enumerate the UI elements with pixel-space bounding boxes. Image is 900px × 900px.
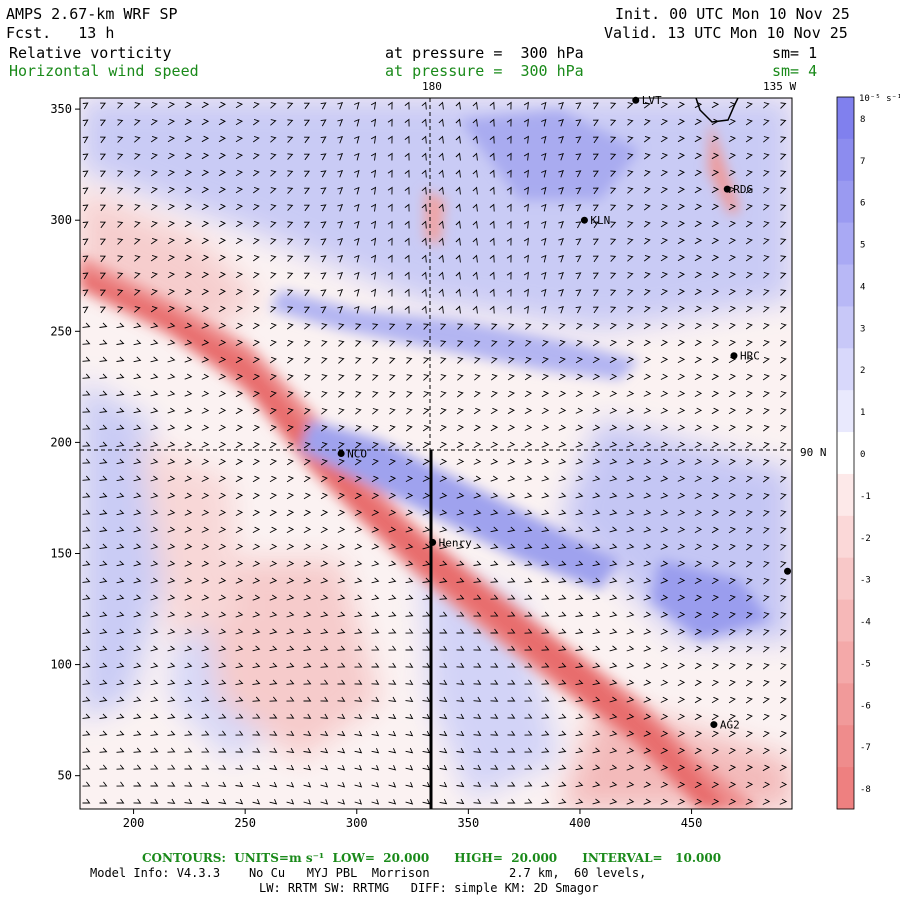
y-axis-ticks: 50 100 150 200 250 300 350: [50, 102, 80, 783]
station-dot: [429, 539, 436, 546]
y-tick-label: 250: [50, 324, 72, 338]
colorbar-swatch: [837, 558, 854, 600]
colorbar-unit: 10⁻⁵ s⁻¹: [859, 91, 900, 107]
lon-label-135w: 135 W: [763, 79, 796, 95]
station-label: Henry: [439, 536, 472, 549]
x-tick-label: 250: [234, 816, 256, 830]
colorbar-swatch: [837, 306, 854, 348]
colorbar-label: 5: [860, 241, 865, 251]
station-dot: [632, 97, 639, 104]
x-tick-label: 450: [681, 816, 703, 830]
colorbar-swatch: [837, 641, 854, 683]
colorbar-label: 4: [860, 282, 865, 292]
colorbar-swatch: [837, 390, 854, 432]
colorbar-swatch: [837, 265, 854, 307]
colorbar-label: 7: [860, 157, 865, 167]
colorbar-label: 8: [860, 115, 865, 125]
station-dot: [730, 352, 737, 359]
station-dot: [784, 568, 791, 575]
colorbar-label: 0: [860, 450, 865, 460]
lat-label-90n: 90 N: [800, 445, 827, 461]
station-label: NCO: [347, 448, 367, 461]
vorticity-field: [80, 98, 792, 809]
colorbar: 8 7 6 5 4 3 2 1 0 -1 -2 -3 -4 -5 -6 -7 -8: [837, 97, 871, 810]
physics-info: LW: RRTM SW: RRTMG DIFF: simple KM: 2D S…: [259, 881, 599, 895]
colorbar-label: 2: [860, 366, 865, 376]
station-label: AG2: [720, 719, 740, 732]
colorbar-swatch: [837, 516, 854, 558]
colorbar-swatch: [837, 348, 854, 390]
colorbar-label: -2: [860, 534, 871, 544]
colorbar-swatch: [837, 767, 854, 809]
colorbar-label: -1: [860, 492, 871, 502]
station-label: KLN: [590, 214, 610, 227]
colorbar-swatch: [837, 683, 854, 725]
colorbar-label: -4: [860, 618, 871, 628]
colorbar-swatch: [837, 181, 854, 223]
colorbar-swatch: [837, 139, 854, 181]
station-dot: [724, 186, 731, 193]
y-tick-label: 100: [50, 658, 72, 672]
colorbar-label: -5: [860, 659, 871, 669]
station-dot: [338, 450, 345, 457]
colorbar-label: 6: [860, 199, 865, 209]
colorbar-swatch: [837, 432, 854, 474]
colorbar-swatch: [837, 97, 854, 139]
colorbar-swatch: [837, 223, 854, 265]
x-tick-label: 400: [569, 816, 591, 830]
colorbar-swatch: [837, 474, 854, 516]
colorbar-swatch: [837, 600, 854, 642]
colorbar-label: -3: [860, 576, 871, 586]
contour-info: CONTOURS: UNITS=m s⁻¹ LOW= 20.000 HIGH= …: [142, 851, 721, 865]
y-tick-label: 350: [50, 102, 72, 116]
y-tick-label: 50: [58, 769, 72, 783]
x-axis-ticks: 200 250 300 350 400 450: [123, 809, 703, 830]
station-dot: [581, 217, 588, 224]
colorbar-swatch: [837, 725, 854, 767]
station-label: RDG: [733, 183, 753, 196]
colorbar-label: -8: [860, 785, 871, 795]
station-label: LVT: [642, 94, 662, 107]
colorbar-label: -7: [860, 743, 871, 753]
station-label: HRC: [740, 350, 760, 363]
x-tick-label: 350: [458, 816, 480, 830]
y-tick-label: 300: [50, 213, 72, 227]
model-info: Model Info: V4.3.3 No Cu MYJ PBL Morriso…: [90, 866, 646, 880]
x-tick-label: 300: [346, 816, 368, 830]
colorbar-label: -6: [860, 701, 871, 711]
lon-label-180: 180: [422, 79, 442, 95]
y-tick-label: 150: [50, 546, 72, 560]
colorbar-label: 3: [860, 324, 865, 334]
station-dot: [710, 721, 717, 728]
y-tick-label: 200: [50, 435, 72, 449]
x-tick-label: 200: [123, 816, 145, 830]
colorbar-label: 1: [860, 408, 865, 418]
